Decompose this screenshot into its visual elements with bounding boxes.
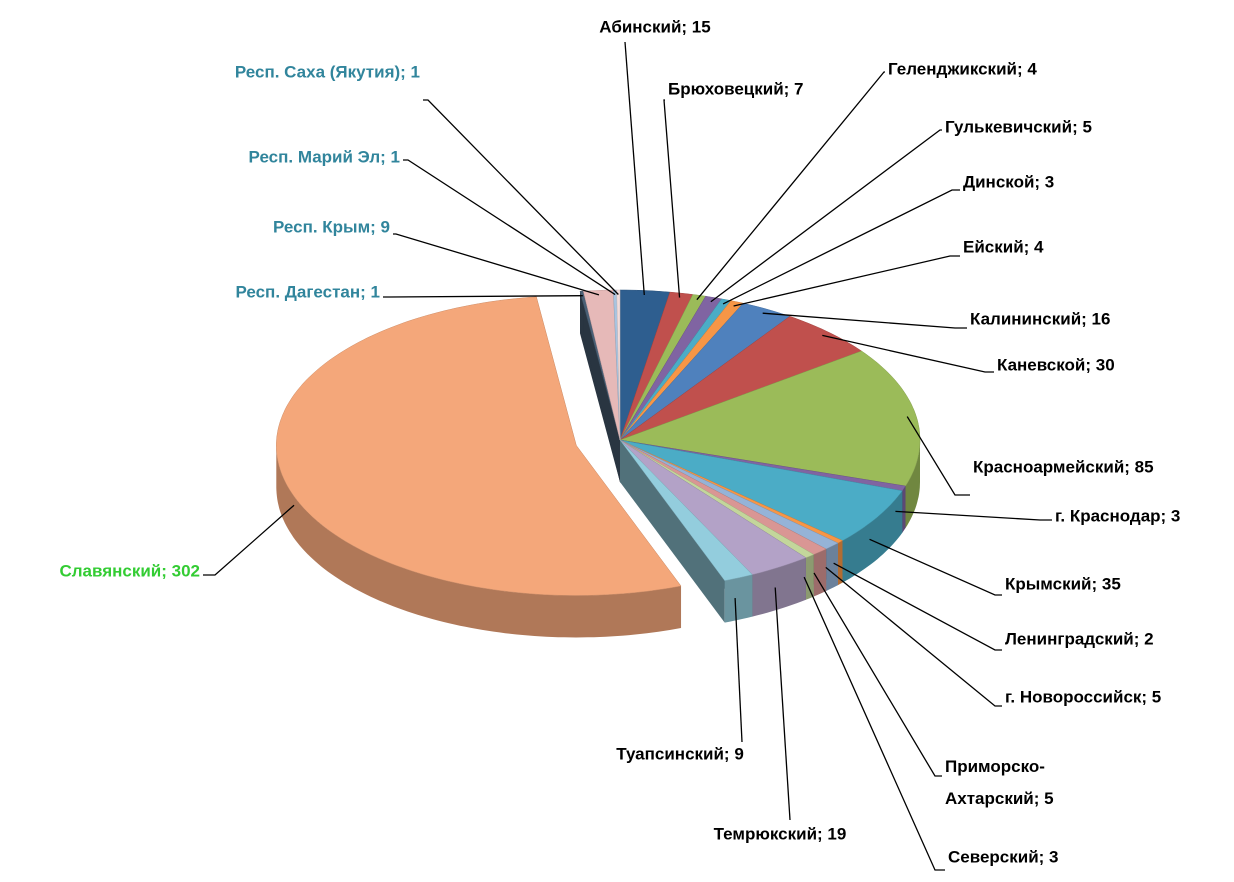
slice-side: [805, 554, 814, 600]
slice: [619, 439, 903, 541]
data-label: Брюховецкий; 7: [668, 79, 804, 98]
leader-line: [906, 416, 970, 496]
data-label: Геленджикский; 4: [888, 59, 1037, 78]
leader-line: [203, 504, 295, 576]
data-label: Респ. Дагестан; 1: [235, 282, 380, 301]
leader-line: [663, 99, 681, 298]
data-label: Калининский; 16: [970, 309, 1110, 328]
slice: [619, 350, 921, 487]
leader-line: [803, 576, 945, 871]
leader-line: [734, 598, 743, 743]
slice: [619, 316, 863, 441]
leader-line: [423, 99, 619, 295]
slice-side: [752, 557, 806, 617]
data-label: Северский; 3: [948, 847, 1059, 866]
slice-side: [724, 574, 753, 623]
leader-line: [696, 71, 885, 301]
leader-line: [762, 312, 967, 329]
slice-side: [826, 543, 838, 591]
data-label: Красноармейский; 85: [973, 457, 1154, 476]
slice-side: [902, 486, 906, 533]
data-label: Гулькевичский; 5: [945, 117, 1092, 136]
data-label: Ленинградский; 2: [1005, 629, 1154, 648]
leader-line: [833, 562, 1002, 651]
data-label: г. Краснодар; 3: [1055, 506, 1180, 525]
data-label: Абинский; 15: [599, 17, 710, 36]
slice-wall: [620, 440, 725, 623]
slice-side: [842, 490, 903, 583]
leader-line: [393, 233, 600, 296]
data-label: г. Новороссийск; 5: [1005, 687, 1161, 706]
leader-line: [403, 159, 616, 296]
leader-line: [733, 255, 960, 307]
data-label: Темрюкский; 19: [714, 824, 847, 843]
slice-side: [905, 440, 920, 528]
data-label: Туапсинский; 9: [616, 744, 744, 763]
data-label: Ейский; 4: [963, 237, 1044, 256]
leader-line: [774, 587, 791, 821]
data-label: Крымский; 35: [1005, 574, 1121, 593]
data-label: Респ. Саха (Якутия); 1: [235, 62, 420, 81]
slice: [276, 296, 682, 596]
leader-line: [869, 538, 1002, 596]
data-label: Респ. Крым; 9: [273, 217, 390, 236]
slice-wall: [583, 291, 620, 482]
slice: [616, 289, 621, 441]
leader-line: [895, 510, 1052, 521]
leader-line: [383, 295, 583, 298]
data-label: Каневской; 30: [997, 355, 1115, 374]
data-label: Респ. Марий Эл; 1: [249, 147, 400, 166]
leader-line: [624, 41, 645, 296]
leader-line: [710, 129, 942, 303]
slice-side: [276, 445, 681, 638]
leader-line: [813, 572, 942, 777]
leader-line: [822, 334, 994, 373]
leader-line: [825, 566, 1002, 707]
slice: [619, 439, 807, 575]
data-label: Приморско-Ахтарский; 5: [945, 757, 1054, 808]
slice-side: [813, 549, 827, 597]
slice-side: [838, 540, 843, 586]
data-label: Славянский; 302: [59, 561, 200, 580]
data-label: Динской; 3: [963, 172, 1054, 191]
leader-line: [722, 189, 960, 305]
slice: [619, 439, 753, 581]
